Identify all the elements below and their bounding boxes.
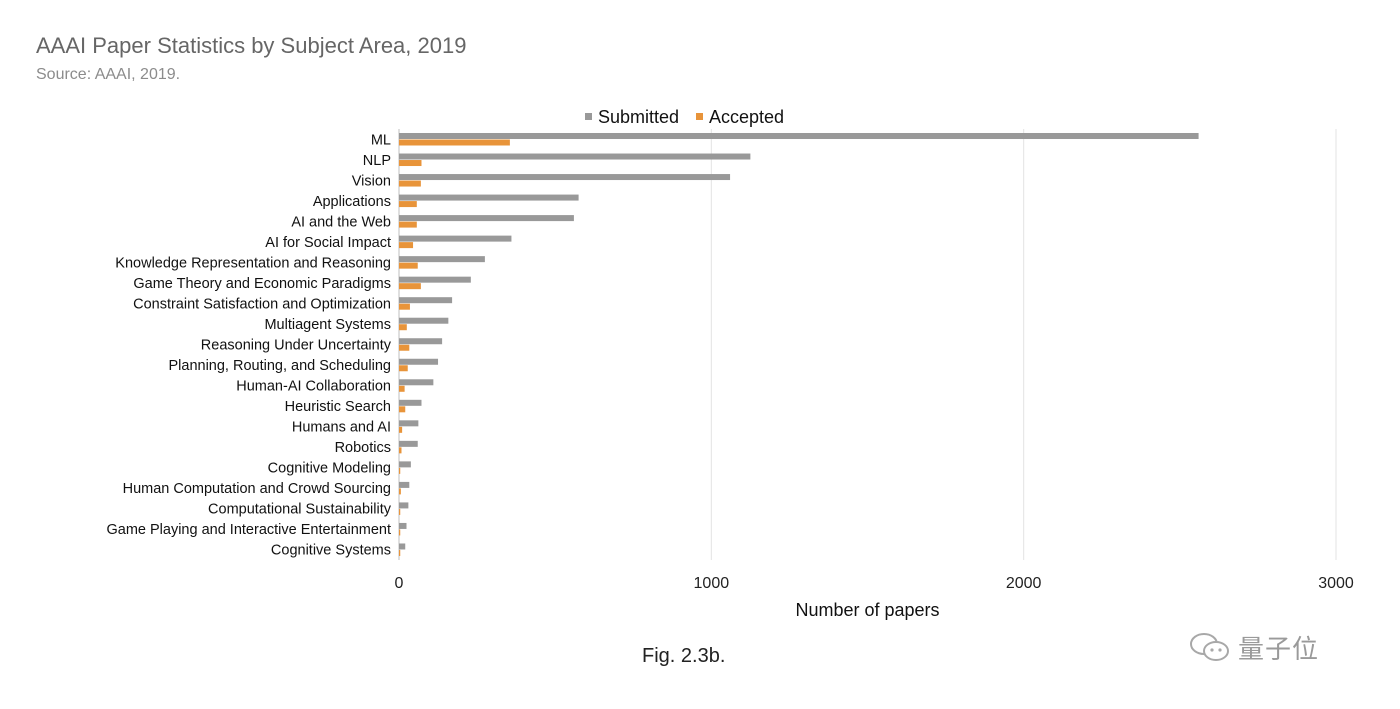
bar-submitted: [399, 502, 409, 509]
bar-accepted: [399, 365, 408, 372]
bar-submitted: [399, 133, 1199, 139]
bar-accepted: [399, 426, 403, 433]
bar-submitted: [399, 174, 731, 181]
legend-swatch-accepted: [696, 113, 703, 120]
watermark-label: 量子位: [1238, 633, 1320, 664]
bar-accepted: [399, 447, 402, 454]
y-tick-label: Knowledge Representation and Reasoning: [115, 255, 391, 271]
y-tick-label: Game Theory and Economic Paradigms: [133, 276, 391, 292]
bar-accepted: [399, 221, 417, 228]
y-tick-label: NLP: [363, 153, 391, 169]
bar-submitted: [399, 194, 579, 201]
bar-submitted: [399, 481, 410, 488]
bar-accepted: [399, 344, 410, 351]
x-axis-label: Number of papers: [795, 600, 939, 620]
y-tick-label: Planning, Routing, and Scheduling: [169, 358, 392, 374]
x-tick-label: 2000: [1006, 575, 1042, 592]
legend-label-accepted: Accepted: [709, 107, 784, 127]
y-tick-label: Heuristic Search: [285, 399, 391, 415]
x-tick-label: 1000: [694, 575, 730, 592]
bar-submitted: [399, 440, 418, 447]
legend-label-submitted: Submitted: [598, 107, 679, 127]
bar-accepted: [399, 549, 401, 556]
wechat-icon: [1190, 633, 1229, 661]
bar-accepted: [399, 508, 401, 515]
bar-submitted: [399, 379, 434, 386]
y-tick-label: AI for Social Impact: [265, 235, 391, 251]
y-tick-label: Vision: [352, 173, 391, 189]
y-tick-label: Cognitive Modeling: [268, 461, 391, 477]
watermark: 量子位: [1188, 627, 1319, 667]
bar-submitted: [399, 522, 407, 529]
bar-submitted: [399, 420, 419, 427]
bar-accepted: [399, 262, 418, 269]
bar-submitted: [399, 399, 422, 406]
bar-accepted: [399, 180, 421, 187]
bar-submitted: [399, 461, 411, 468]
y-tick-label: Robotics: [335, 440, 391, 456]
bar-submitted: [399, 235, 512, 242]
bar-accepted: [399, 242, 414, 249]
bar-accepted: [399, 139, 510, 146]
bar-accepted: [399, 303, 410, 310]
bar-submitted: [399, 358, 439, 365]
bar-accepted: [399, 488, 401, 495]
bar-accepted: [399, 160, 422, 167]
bar-accepted: [399, 529, 401, 536]
bar-submitted: [399, 317, 449, 324]
figure-caption: Fig. 2.3b.: [642, 645, 726, 667]
bar-submitted: [399, 297, 453, 304]
bar-accepted: [399, 283, 421, 290]
y-tick-label: Game Playing and Interactive Entertainme…: [106, 522, 391, 538]
bar-submitted: [399, 256, 485, 263]
y-tick-label: Constraint Satisfaction and Optimization: [133, 296, 391, 312]
y-tick-label: Applications: [313, 194, 391, 210]
bar-submitted: [399, 543, 406, 550]
bar-accepted: [399, 406, 406, 413]
y-tick-label: Reasoning Under Uncertainty: [201, 338, 392, 354]
bar-submitted: [399, 338, 443, 345]
bar-submitted: [399, 215, 574, 222]
x-tick-label: 3000: [1318, 575, 1354, 592]
chart-subtitle: Source: AAAI, 2019.: [36, 66, 181, 83]
y-tick-label: ML: [371, 132, 391, 148]
bar-accepted: [399, 201, 417, 208]
y-tick-label: Human Computation and Crowd Sourcing: [123, 481, 391, 497]
y-tick-label: Computational Sustainability: [208, 502, 392, 518]
y-tick-label: AI and the Web: [291, 214, 391, 230]
y-tick-label: Human-AI Collaboration: [236, 379, 391, 395]
bar-submitted: [399, 276, 471, 283]
bar-accepted: [399, 385, 405, 392]
bar-submitted: [399, 153, 751, 160]
bar-accepted: [399, 324, 407, 331]
chart-title: AAAI Paper Statistics by Subject Area, 2…: [36, 33, 467, 58]
y-tick-label: Cognitive Systems: [271, 543, 391, 559]
y-tick-label: Humans and AI: [292, 420, 391, 436]
bar-accepted: [399, 467, 401, 474]
x-tick-label: 0: [395, 575, 404, 592]
y-tick-label: Multiagent Systems: [264, 317, 391, 333]
legend-swatch-submitted: [585, 113, 592, 120]
